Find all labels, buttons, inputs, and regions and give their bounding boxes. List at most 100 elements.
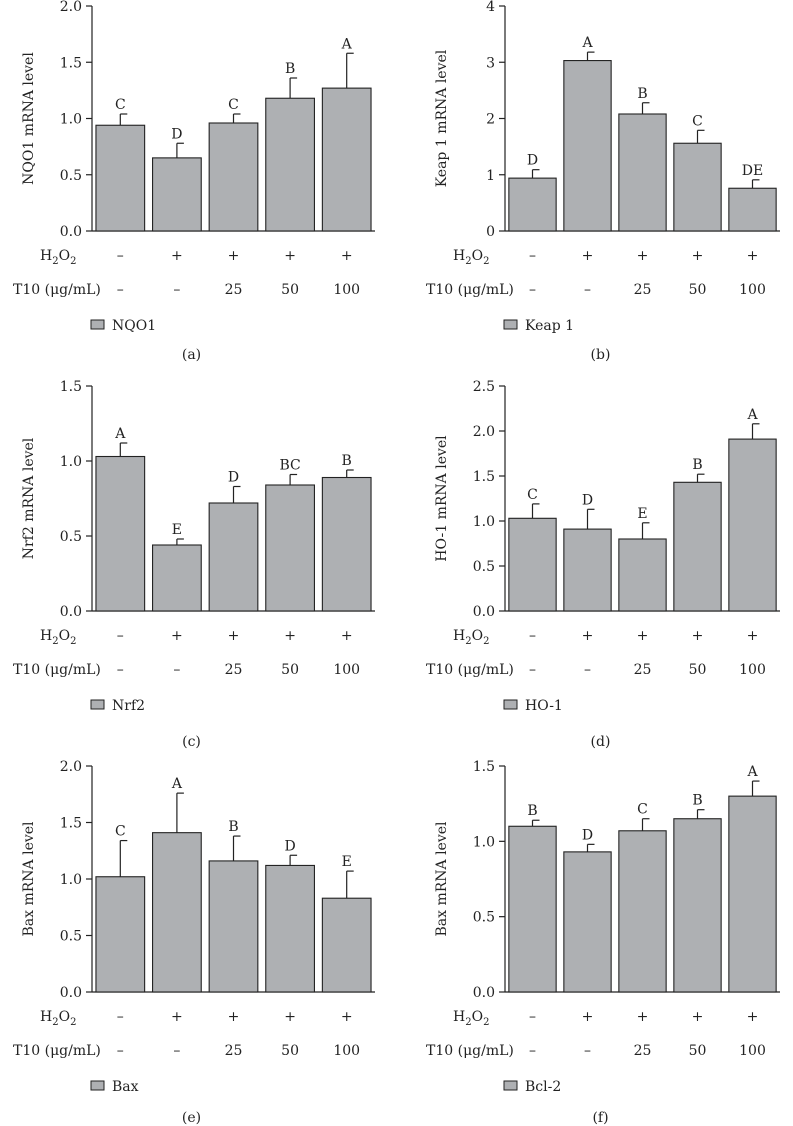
significance-letter: B (637, 86, 647, 102)
bar (673, 142, 722, 232)
treatment-value: – (584, 282, 591, 298)
y-tick-label: 2.0 (60, 0, 82, 15)
bar (728, 187, 777, 232)
legend-label: Nrf2 (112, 698, 145, 714)
significance-letter: DE (742, 163, 763, 179)
significance-letter: A (746, 407, 758, 423)
h2o2-value: + (341, 628, 353, 644)
h2o2-value: + (637, 1009, 649, 1025)
panel-b: 0 1 2 3 4 Keap 1 mRNA level D A B C DE H2O2 – + + + + T10… (426, 0, 780, 363)
y-axis-title: Keap 1 mRNA level (434, 49, 450, 187)
y-tick-label: 0.0 (473, 604, 495, 620)
h2o2-value: + (582, 248, 594, 264)
treatment-value: 50 (281, 662, 299, 678)
significance-letter: A (341, 36, 353, 52)
legend-swatch (90, 699, 105, 710)
significance-letter: C (115, 824, 126, 840)
h2o2-value: + (284, 1009, 296, 1025)
bar (563, 851, 612, 993)
significance-letter: C (637, 802, 648, 818)
y-tick-label: 0.5 (60, 929, 82, 945)
h2o2-value: – (117, 628, 124, 644)
h2o2-value: + (637, 628, 649, 644)
y-tick-label: 1 (486, 168, 495, 184)
legend-swatch (90, 319, 105, 330)
bar (728, 795, 777, 993)
panel-caption: (b) (591, 347, 611, 363)
y-tick-label: 1.5 (473, 759, 495, 775)
bar (321, 87, 372, 232)
treatment-label: T10 (μg/mL) (426, 662, 514, 678)
bar (152, 832, 202, 993)
h2o2-value: + (637, 248, 649, 264)
h2o2-label: H2O2 (40, 248, 76, 267)
h2o2-value: + (228, 248, 240, 264)
bar (563, 528, 612, 612)
h2o2-value: + (582, 628, 594, 644)
bar (208, 502, 259, 612)
significance-letter: E (342, 854, 352, 870)
legend-label: HO-1 (525, 698, 563, 714)
significance-letter: B (527, 803, 537, 819)
y-tick-label: 0.5 (60, 168, 82, 184)
h2o2-value: + (284, 628, 296, 644)
y-tick-label: 1.0 (60, 112, 82, 128)
y-tick-label: 4 (486, 0, 495, 15)
treatment-value: 100 (739, 1043, 766, 1059)
y-tick-label: 0.0 (60, 985, 82, 1001)
y-tick-label: 1.5 (60, 816, 82, 832)
significance-letter: A (581, 35, 593, 51)
h2o2-value: + (582, 1009, 594, 1025)
significance-letter: B (692, 457, 702, 473)
treatment-value: – (117, 282, 124, 298)
significance-letter: D (284, 838, 295, 854)
treatment-value: 50 (689, 282, 707, 298)
y-axis-title: Nrf2 mRNA level (21, 437, 37, 559)
significance-letter: D (527, 153, 538, 169)
h2o2-value: + (171, 628, 183, 644)
panel-d: 0.0 0.5 1.0 1.5 2.0 2.5 HO-1 mRNA level C D E B A H2… (426, 379, 780, 750)
treatment-label: T10 (μg/mL) (13, 662, 101, 678)
treatment-value: 25 (634, 282, 652, 298)
y-axis-title: Bax mRNA level (434, 821, 450, 937)
y-tick-label: 0.0 (60, 604, 82, 620)
treatment-value: 100 (739, 282, 766, 298)
y-tick-label: 1.0 (473, 834, 495, 850)
y-tick-label: 0.5 (473, 910, 495, 926)
y-tick-label: 1.5 (473, 469, 495, 485)
treatment-value: 25 (634, 1043, 652, 1059)
treatment-label: T10 (μg/mL) (426, 282, 514, 298)
y-tick-label: 0.0 (473, 985, 495, 1001)
bar (265, 484, 315, 612)
panel-caption: (d) (591, 734, 611, 750)
legend-label: NQO1 (112, 318, 156, 334)
treatment-value: – (117, 1043, 124, 1059)
treatment-value: 100 (739, 662, 766, 678)
h2o2-value: + (284, 248, 296, 264)
h2o2-value: – (529, 1009, 536, 1025)
bar (728, 438, 777, 612)
h2o2-value: + (171, 1009, 183, 1025)
h2o2-value: + (341, 248, 353, 264)
bar (508, 177, 557, 232)
y-tick-label: 0 (486, 224, 495, 240)
significance-letter: A (171, 776, 183, 792)
treatment-label: T10 (μg/mL) (426, 1043, 514, 1059)
y-tick-label: 1.0 (473, 514, 495, 530)
y-tick-label: 1.0 (60, 454, 82, 470)
h2o2-value: + (747, 1009, 759, 1025)
bar (508, 825, 557, 993)
treatment-value: 25 (225, 282, 243, 298)
h2o2-label: H2O2 (453, 1009, 489, 1028)
bar (95, 124, 146, 232)
legend-swatch (503, 1080, 518, 1091)
significance-letter: D (171, 126, 182, 142)
significance-letter: B (342, 453, 352, 469)
bar (152, 544, 202, 612)
y-tick-label: 3 (486, 55, 495, 71)
panel-caption: (a) (182, 347, 201, 363)
h2o2-value: + (228, 1009, 240, 1025)
treatment-value: 100 (333, 1043, 360, 1059)
panel-f: 0.0 0.5 1.0 1.5 Bax mRNA level B D C B A H2O2 – + + + +… (426, 759, 780, 1126)
y-tick-label: 0.0 (60, 224, 82, 240)
